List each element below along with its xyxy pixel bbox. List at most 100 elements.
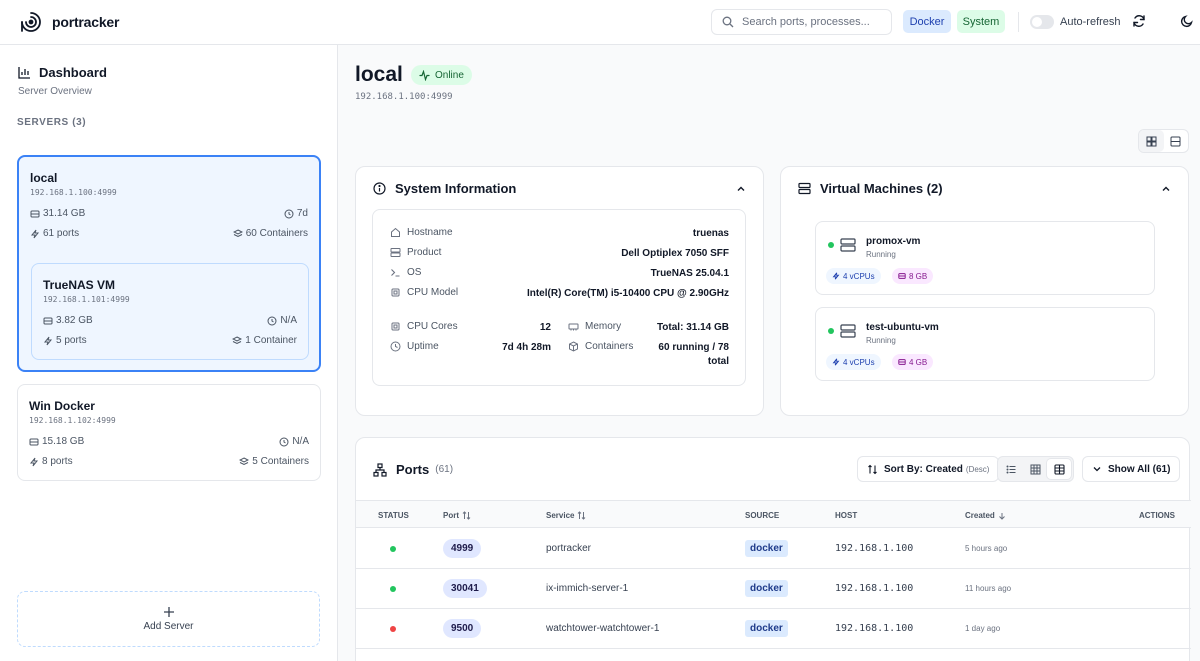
ports-table-header: STATUS Port Service SOURCE HOST Created … [356, 500, 1191, 528]
layers-icon [232, 335, 243, 346]
vm-card-promox-vm[interactable]: promox-vm Running 4 vCPUs 8 GB [815, 221, 1155, 295]
status-dot-offline [390, 626, 396, 632]
show-all-dropdown[interactable]: Show All (61) [1082, 456, 1181, 482]
server-address: 192.168.1.100:4999 [355, 92, 453, 102]
col-source: SOURCE [745, 511, 780, 520]
server-card-truenas-vm[interactable]: TrueNAS VM 192.168.1.101:4999 3.82 GB N/… [31, 263, 309, 360]
table-view-icon[interactable] [1047, 459, 1072, 479]
server-memory: 3.82 GB [43, 315, 93, 326]
uptime-value: N/A [280, 315, 297, 326]
cpu-cores-value: 12 [539, 322, 551, 333]
uptime-value: N/A [292, 436, 309, 447]
vms-header[interactable]: Virtual Machines (2) [798, 181, 943, 196]
clock-icon [267, 316, 277, 326]
col-port[interactable]: Port [443, 511, 471, 520]
col-created-label: Created [965, 511, 995, 520]
uptime-label: Uptime [407, 341, 439, 352]
moon-icon[interactable] [1180, 14, 1194, 28]
ports-count: (61) [435, 464, 454, 475]
arrow-down-icon [998, 512, 1006, 520]
containers-label: Containers [585, 341, 634, 352]
vm-cpu-pill: 4 vCPUs [826, 268, 881, 284]
col-service-label: Service [546, 511, 575, 520]
status-text: Online [435, 69, 464, 81]
chevron-down-icon [1092, 464, 1102, 474]
app-name: portracker [52, 14, 120, 30]
vm-card-test-ubuntu-vm[interactable]: test-ubuntu-vm Running 4 vCPUs 4 GB [815, 307, 1155, 381]
list-view-icon[interactable] [1000, 459, 1024, 479]
ports-value: 8 ports [42, 456, 73, 467]
server-uptime: N/A [267, 315, 297, 326]
rows-layout-icon[interactable] [1164, 130, 1189, 152]
server-ports: 5 ports [43, 335, 87, 346]
product-row: Product [390, 247, 441, 258]
system-info-title: System Information [395, 181, 517, 196]
sidebar: Dashboard Server Overview SERVERS (3) lo… [0, 45, 338, 661]
add-server-button[interactable]: Add Server [17, 591, 320, 647]
vm-server-icon [840, 323, 856, 339]
table-row[interactable]: 4999 portracker docker 192.168.1.100 5 h… [356, 529, 1191, 569]
os-row: OS [390, 267, 421, 278]
uptime-value: 7d [296, 208, 308, 219]
refresh-icon[interactable] [1132, 14, 1146, 28]
virtual-machines-panel: Virtual Machines (2) promox-vm Running 4… [780, 166, 1189, 416]
network-icon [373, 462, 387, 477]
home-icon [390, 227, 401, 238]
grid-view-icon[interactable] [1024, 459, 1048, 479]
bolt-icon [43, 336, 53, 346]
service-name: portracker [546, 543, 592, 554]
status-dot-online [390, 546, 396, 552]
hard-drive-icon [30, 209, 40, 219]
plus-icon [163, 606, 175, 618]
grid-layout-icon[interactable] [1139, 130, 1164, 152]
ports-header: Ports (61) [373, 462, 453, 477]
system-info-header[interactable]: System Information [373, 181, 516, 196]
portracker-logo-icon [20, 11, 42, 33]
server-card-local[interactable]: local 192.168.1.100:4999 31.14 GB 7d 61 … [17, 155, 321, 372]
auto-refresh-toggle[interactable] [1030, 15, 1054, 29]
server-icon [390, 247, 401, 258]
vm-server-icon [840, 237, 856, 253]
server-ip: 192.168.1.102:4999 [29, 416, 116, 425]
table-row[interactable]: 9500 watchtower-watchtower-1 docker 192.… [356, 609, 1191, 649]
server-uptime: N/A [279, 436, 309, 447]
status-dot-online [390, 586, 396, 592]
filter-system-chip[interactable]: System [957, 10, 1005, 33]
port-badge[interactable]: 4999 [443, 539, 482, 558]
sort-arrows-icon [867, 464, 878, 475]
server-name: Win Docker [29, 399, 95, 413]
layout-toggle [1138, 129, 1189, 153]
server-ip: 192.168.1.101:4999 [43, 295, 130, 304]
chevron-up-icon[interactable] [1161, 184, 1171, 194]
server-memory: 31.14 GB [30, 208, 85, 219]
containers-value: 60 Containers [245, 228, 308, 239]
port-badge[interactable]: 9500 [443, 619, 482, 638]
table-row[interactable]: 30041 ix-immich-server-1 docker 192.168.… [356, 569, 1191, 609]
system-info-box: Hostname truenas Product Dell Optiplex 7… [372, 209, 746, 386]
add-server-label: Add Server [143, 621, 194, 632]
sort-button[interactable]: Sort By: Created (Desc) [857, 456, 1000, 482]
created-value: 11 hours ago [965, 584, 1012, 593]
app-logo[interactable]: portracker [20, 11, 119, 33]
col-created[interactable]: Created [965, 511, 1006, 520]
layers-icon [239, 456, 250, 467]
search-box[interactable] [711, 9, 892, 35]
chevron-up-icon[interactable] [736, 184, 746, 194]
vm-memory: 8 GB [909, 271, 928, 281]
server-card-win-docker[interactable]: Win Docker 192.168.1.102:4999 15.18 GB N… [17, 384, 321, 481]
col-service[interactable]: Service [546, 511, 586, 520]
system-info-panel: System Information Hostname truenas Prod… [355, 166, 764, 416]
memory-label: Memory [585, 321, 622, 332]
search-input[interactable] [742, 16, 872, 28]
col-actions: ACTIONS [1139, 511, 1175, 520]
header-divider [1018, 12, 1019, 32]
bolt-icon [30, 229, 40, 239]
vm-status-dot [828, 242, 834, 248]
port-badge[interactable]: 30041 [443, 579, 487, 598]
server-ports: 61 ports [30, 228, 79, 239]
containers-value: 5 Containers [252, 456, 309, 467]
filter-docker-chip[interactable]: Docker [903, 10, 951, 33]
auto-refresh-label: Auto-refresh [1060, 16, 1121, 28]
dashboard-link[interactable]: Dashboard [18, 65, 107, 80]
activity-icon [419, 69, 430, 81]
